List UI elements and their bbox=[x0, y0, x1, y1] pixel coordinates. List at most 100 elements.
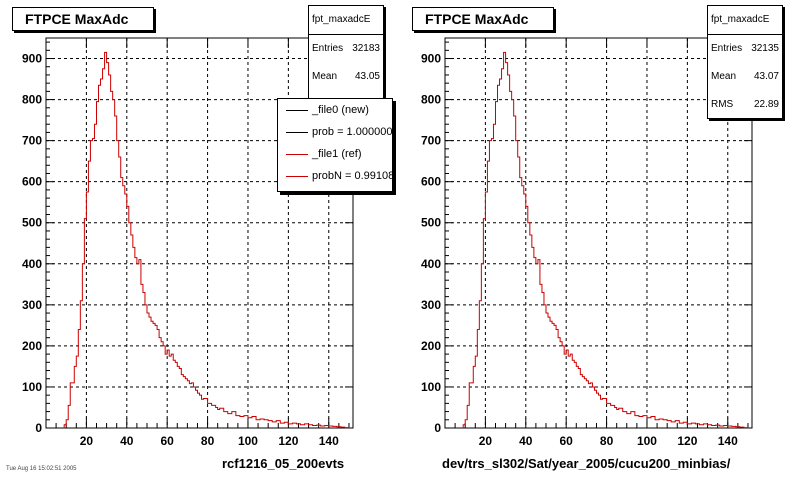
left-hist-bin bbox=[149, 317, 151, 428]
right-xtick-label: 100 bbox=[637, 434, 657, 448]
left-hist-bin bbox=[202, 399, 204, 428]
right-hist-bin bbox=[651, 417, 655, 428]
left-hist-bin bbox=[240, 417, 244, 428]
left-hist-bin bbox=[329, 426, 333, 428]
left-hist-bin bbox=[280, 423, 284, 428]
left-hist-bin bbox=[157, 329, 159, 428]
right-hist-bin bbox=[704, 424, 708, 428]
left-hist-bin bbox=[333, 426, 337, 428]
left-hist-bin bbox=[175, 362, 177, 428]
left-xtick-label: 120 bbox=[278, 434, 298, 448]
right-ytick-label: 100 bbox=[421, 380, 441, 394]
left-hist-bin bbox=[107, 63, 109, 428]
right-hist-bin bbox=[491, 139, 493, 428]
left-hist-bin bbox=[113, 100, 115, 428]
right-hist-bin bbox=[554, 325, 556, 428]
left-chart-title: FTPCE MaxAdc bbox=[12, 7, 154, 31]
left-hist-bin bbox=[64, 425, 66, 428]
right-xtick-label: 40 bbox=[519, 434, 533, 448]
left-hist-bin bbox=[191, 383, 193, 428]
right-hist-bin bbox=[732, 426, 736, 428]
left-hist-bin bbox=[260, 419, 264, 428]
left-hist-bin bbox=[74, 366, 76, 428]
right-hist-bin bbox=[590, 383, 592, 428]
left-xtick-label: 40 bbox=[120, 434, 134, 448]
right-hist-bin bbox=[671, 422, 675, 428]
right-hist-bin bbox=[631, 412, 635, 428]
right-hist-bin bbox=[712, 426, 716, 428]
left-hist-bin bbox=[208, 403, 212, 428]
right-hist-bin bbox=[584, 379, 586, 428]
right-hist-bin bbox=[615, 407, 617, 428]
right-hist-bin bbox=[659, 419, 663, 428]
right-hist-bin bbox=[520, 178, 522, 428]
right-hist-bin bbox=[603, 398, 607, 428]
left-hist-bin bbox=[195, 390, 197, 428]
right-hist-bin bbox=[566, 350, 568, 428]
left-ytick-label: 0 bbox=[35, 421, 42, 435]
right-hist-bin bbox=[495, 102, 497, 428]
left-xtick-label: 20 bbox=[80, 434, 94, 448]
right-ytick-label: 200 bbox=[421, 339, 441, 353]
legend-entry-probn: probN = 0.991083 bbox=[278, 165, 392, 187]
right-hist-bin bbox=[655, 420, 659, 428]
right-hist-bin bbox=[498, 85, 500, 428]
left-hist-bin bbox=[232, 412, 236, 428]
left-ytick-label: 800 bbox=[22, 93, 42, 107]
right-hist-bin bbox=[548, 317, 550, 428]
right-hist-bin bbox=[502, 69, 504, 428]
right-hist-bin bbox=[512, 100, 514, 428]
right-hist-bin bbox=[687, 424, 691, 428]
right-chart-title: FTPCE MaxAdc bbox=[412, 7, 554, 31]
left-hist-bin bbox=[101, 79, 103, 428]
right-hist-bin bbox=[465, 420, 467, 428]
right-histogram bbox=[462, 51, 749, 429]
left-hist-bin bbox=[125, 194, 127, 428]
left-hist-bin bbox=[123, 186, 125, 428]
left-hist-bin bbox=[78, 329, 80, 428]
left-ytick-label: 300 bbox=[22, 298, 42, 312]
left-footer-label: rcf1216_05_200evts bbox=[222, 456, 345, 471]
left-hist-bin bbox=[220, 408, 224, 428]
right-hist-bin bbox=[522, 186, 524, 428]
left-ytick-label: 900 bbox=[22, 52, 42, 66]
right-ytick-label: 400 bbox=[421, 257, 441, 271]
right-stats-mean: Mean 43.07 bbox=[711, 71, 779, 82]
left-ytick-label: 200 bbox=[22, 339, 42, 353]
right-hist-bin bbox=[740, 427, 744, 428]
right-hist-bin bbox=[564, 354, 566, 428]
right-hist-bin bbox=[574, 362, 576, 428]
left-xtick-label: 60 bbox=[161, 434, 175, 448]
right-hist-bin bbox=[463, 425, 465, 428]
right-xtick-label: 140 bbox=[718, 434, 738, 448]
left-hist-bin bbox=[305, 424, 309, 428]
left-hist-bin bbox=[145, 305, 147, 428]
left-hist-bin bbox=[169, 356, 171, 428]
left-hist-bin bbox=[248, 418, 252, 428]
right-hist-bin bbox=[643, 416, 647, 428]
right-hist-bin bbox=[550, 321, 552, 428]
left-hist-bin bbox=[80, 301, 82, 428]
left-hist-bin bbox=[111, 91, 113, 428]
right-hist-bin bbox=[627, 414, 631, 428]
left-hist-bin bbox=[313, 426, 317, 428]
right-hist-bin bbox=[475, 356, 477, 428]
left-hist-bin bbox=[264, 420, 268, 428]
right-hist-bin bbox=[716, 425, 720, 428]
right-hist-bin bbox=[546, 313, 548, 428]
left-hist-bin bbox=[163, 346, 165, 428]
right-hist-bin bbox=[623, 412, 627, 428]
right-hist-bin bbox=[699, 425, 703, 428]
right-hist-bin bbox=[542, 293, 544, 428]
left-hist-bin bbox=[300, 425, 304, 428]
right-hist-bin bbox=[601, 399, 603, 428]
left-hist-bin bbox=[337, 427, 341, 428]
right-hist-bin bbox=[516, 141, 518, 428]
right-hist-bin bbox=[536, 264, 538, 428]
left-hist-bin bbox=[70, 383, 74, 428]
right-hist-bin bbox=[534, 258, 536, 428]
legend-entry-file0: _file0 (new) bbox=[278, 99, 392, 121]
left-hist-bin bbox=[105, 52, 107, 428]
left-hist-bin bbox=[187, 381, 189, 428]
